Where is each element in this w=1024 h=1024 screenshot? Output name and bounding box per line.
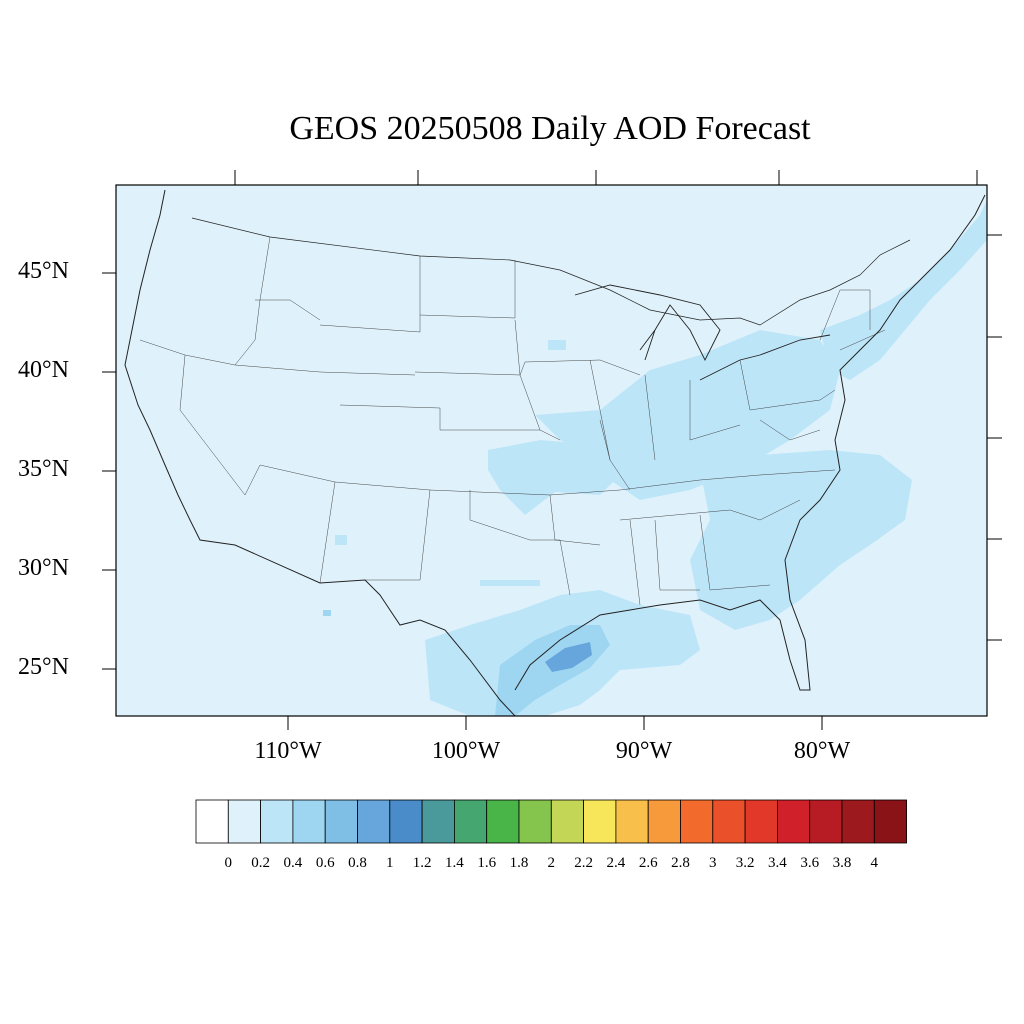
aod-patch-3: [323, 610, 331, 616]
colorbar-swatch: [809, 799, 843, 844]
colorbar-tick-label: 3.4: [768, 855, 787, 871]
lat-label-25: 25°N: [18, 654, 69, 680]
colorbar-swatch: [841, 799, 875, 844]
colorbar-tick-label: 3: [709, 855, 717, 871]
colorbar-tick-label: 3.8: [832, 855, 852, 871]
colorbar: [195, 799, 907, 844]
map-title: GEOS 20250508 Daily AOD Forecast: [289, 110, 811, 147]
colorbar-swatch: [324, 799, 358, 844]
top-ticks: [234, 170, 978, 185]
colorbar-swatch: [292, 799, 326, 844]
colorbar-tick-label: 1.2: [412, 855, 432, 871]
colorbar-tick-label: 2: [547, 855, 556, 871]
aod-region-northeast-coast: [820, 200, 987, 380]
colorbar-tick-label: 3.6: [800, 855, 820, 871]
colorbar-tick-label: 0.6: [315, 855, 335, 871]
colorbar-tick-label: 0: [224, 855, 233, 871]
map-frame: [115, 184, 988, 717]
aod-region-southern-plains: [488, 440, 625, 515]
colorbar-swatch: [550, 799, 584, 844]
colorbar-tick-label: 2.6: [638, 855, 658, 871]
colorbar-swatch: [712, 799, 746, 844]
colorbar-swatch: [615, 799, 649, 844]
colorbar-tick-label: 2.4: [606, 855, 626, 871]
us-outline: [124, 189, 986, 716]
colorbar-swatch: [486, 799, 520, 844]
colorbar-tick-label: 1: [386, 855, 394, 871]
colorbar-tick-label: 4: [870, 855, 879, 871]
colorbar-tick-label: 0.4: [283, 855, 303, 871]
lon-label-110w: 110°W: [254, 738, 322, 764]
lat-label-40: 40°N: [18, 357, 69, 383]
colorbar-tick-label: 1.8: [509, 855, 529, 871]
lat-label-30: 30°N: [18, 555, 69, 581]
aod-patch-1: [548, 340, 566, 350]
aod-patch-4: [480, 580, 540, 586]
colorbar-tick-label: 0.2: [251, 855, 270, 871]
boundaries: [124, 189, 986, 716]
great-lakes: [574, 284, 831, 381]
right-ticks: [987, 234, 1002, 641]
canada-border: [191, 217, 911, 326]
colorbar-swatch: [647, 799, 681, 844]
colorbar-swatch: [518, 799, 552, 844]
colorbar-swatch: [873, 799, 907, 844]
colorbar-swatch: [389, 799, 423, 844]
lat-label-35: 35°N: [18, 456, 69, 482]
colorbar-tick-label: 1.4: [445, 855, 464, 871]
colorbar-swatch: [421, 799, 455, 844]
bottom-ticks: [287, 716, 823, 730]
colorbar-tick-label: 2.2: [574, 855, 593, 871]
colorbar-swatch: [195, 799, 229, 844]
aod-region-texas-peak: [545, 642, 592, 672]
colorbar-tick-label: 3.2: [735, 855, 755, 871]
aod-region-southeast-atlantic: [690, 450, 912, 630]
colorbar-tick-label: 1.6: [477, 855, 497, 871]
colorbar-swatch: [777, 799, 811, 844]
colorbar-swatch: [453, 799, 488, 844]
colorbar-swatch: [744, 799, 778, 844]
colorbar-tick-label: 2.8: [671, 855, 690, 871]
lon-label-90w: 90°W: [615, 738, 673, 764]
colorbar-swatch: [227, 799, 262, 844]
colorbar-swatch: [260, 799, 294, 844]
left-ticks: [102, 272, 116, 670]
colorbar-tick-label: 0.8: [348, 855, 367, 871]
colorbar-swatch: [680, 799, 714, 844]
lat-label-45: 45°N: [18, 258, 69, 284]
aod-patch-2: [335, 535, 347, 545]
aod-shading: [323, 200, 987, 716]
lon-label-80w: 80°W: [793, 738, 851, 764]
colorbar-swatch: [357, 799, 391, 844]
lon-label-100w: 100°W: [431, 738, 501, 764]
colorbar-swatch: [583, 799, 617, 844]
aod-region-ohio-valley: [535, 330, 840, 500]
